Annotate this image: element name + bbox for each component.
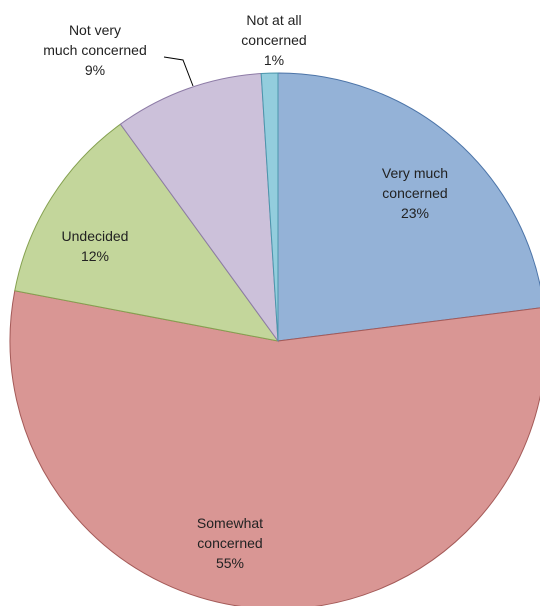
pie-slice-undecided xyxy=(14,123,280,342)
slice-category-label: Somewhat xyxy=(197,515,263,531)
leader-lines xyxy=(163,56,194,87)
pie-slice-very-much-concerned xyxy=(277,72,540,342)
pie-slice-not-at-all-concerned xyxy=(260,72,279,342)
slice-category-label: Undecided xyxy=(62,228,129,244)
slice-label: Somewhat concerned 55% xyxy=(197,515,263,571)
slice-category-label: concerned xyxy=(197,535,262,551)
slice-labels: Very much concerned 23% Somewhat concerned 55… xyxy=(43,12,448,571)
slice-value-label: 9% xyxy=(85,62,105,78)
slice-category-label: concerned xyxy=(241,32,306,48)
slice-label: Not at all concerned 1% xyxy=(241,12,306,68)
slice-category-label: Not very xyxy=(69,22,121,38)
pie-slice-not-very-much-concerned xyxy=(119,72,279,343)
slice-category-label: much concerned xyxy=(43,42,147,58)
pie-slices xyxy=(9,72,540,606)
slice-label: Undecided 12% xyxy=(62,228,129,264)
slice-value-label: 12% xyxy=(81,248,109,264)
slice-value-label: 55% xyxy=(216,555,244,571)
slice-category-label: concerned xyxy=(382,185,447,201)
slice-category-label: Very much xyxy=(382,165,448,181)
pie-slice-somewhat-concerned xyxy=(9,290,540,606)
slice-value-label: 23% xyxy=(401,205,429,221)
slice-label: Very much concerned 23% xyxy=(382,165,448,221)
slice-label: Not very much concerned 9% xyxy=(43,22,147,78)
leader-line xyxy=(163,56,194,87)
slice-value-label: 1% xyxy=(264,52,284,68)
slice-category-label: Not at all xyxy=(246,12,301,28)
